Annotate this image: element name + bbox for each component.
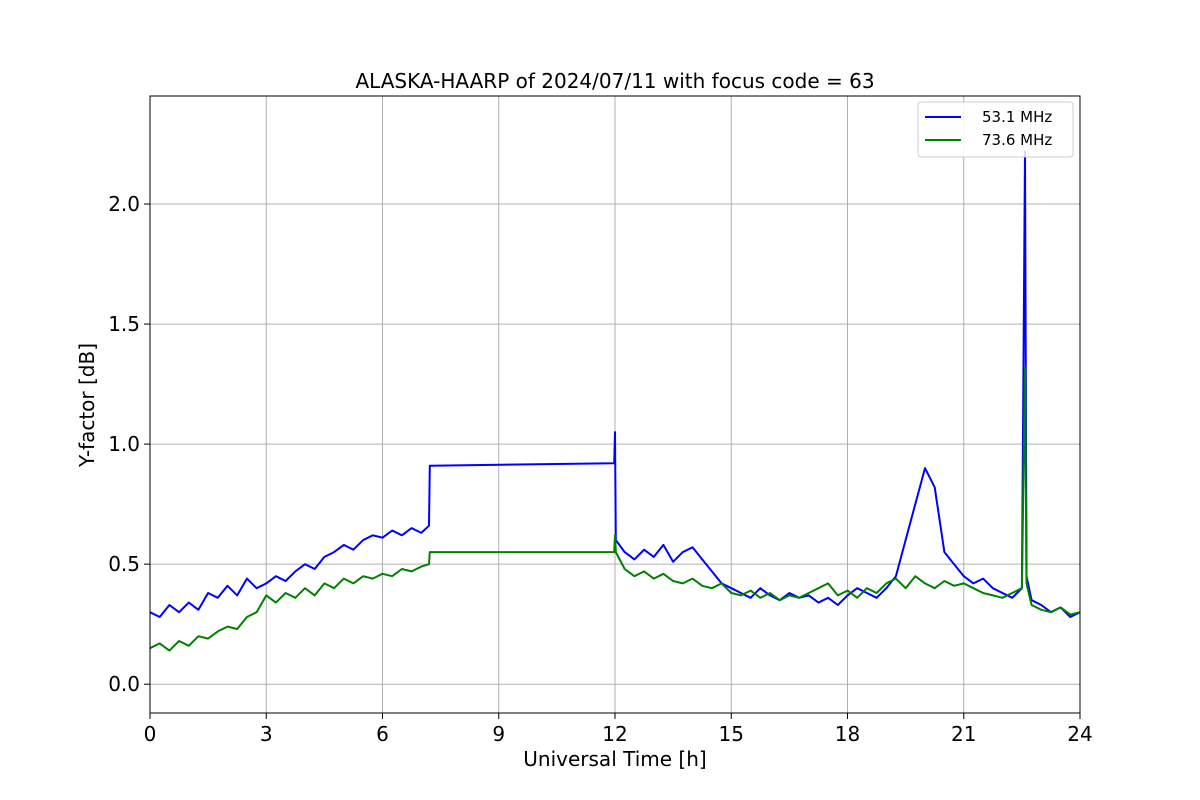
x-tick-label: 9 xyxy=(492,722,505,746)
x-tick-label: 6 xyxy=(376,722,389,746)
y-tick-label: 0.0 xyxy=(108,672,140,696)
y-tick-label: 1.5 xyxy=(108,312,140,336)
y-tick-label: 1.0 xyxy=(108,432,140,456)
series-line-73-6 xyxy=(149,366,1081,652)
axis-ticks: 0 3 6 9 12 15 18 21 24 0.0 0.5 1.0 1.5 2.0 xyxy=(108,192,1093,746)
y-axis-label: Y-factor [dB] xyxy=(75,343,99,468)
plot-area xyxy=(149,150,1081,652)
x-tick-label: 21 xyxy=(951,722,976,746)
y-tick-label: 2.0 xyxy=(108,192,140,216)
legend-label-53-1: 53.1 MHz xyxy=(982,108,1052,126)
x-tick-label: 0 xyxy=(144,722,157,746)
chart-title: ALASKA-HAARP of 2024/07/11 with focus co… xyxy=(355,69,874,93)
y-tick-label: 0.5 xyxy=(108,552,140,576)
series-line-53-1 xyxy=(149,150,1081,618)
legend-box xyxy=(917,101,1074,158)
x-tick-label: 15 xyxy=(719,722,744,746)
x-tick-label: 12 xyxy=(602,722,627,746)
x-axis-label: Universal Time [h] xyxy=(523,747,706,771)
legend-label-73-6: 73.6 MHz xyxy=(982,131,1052,149)
legend: 53.1 MHz 73.6 MHz xyxy=(917,101,1074,158)
x-tick-label: 18 xyxy=(835,722,860,746)
x-tick-label: 3 xyxy=(260,722,273,746)
x-tick-label: 24 xyxy=(1067,722,1092,746)
